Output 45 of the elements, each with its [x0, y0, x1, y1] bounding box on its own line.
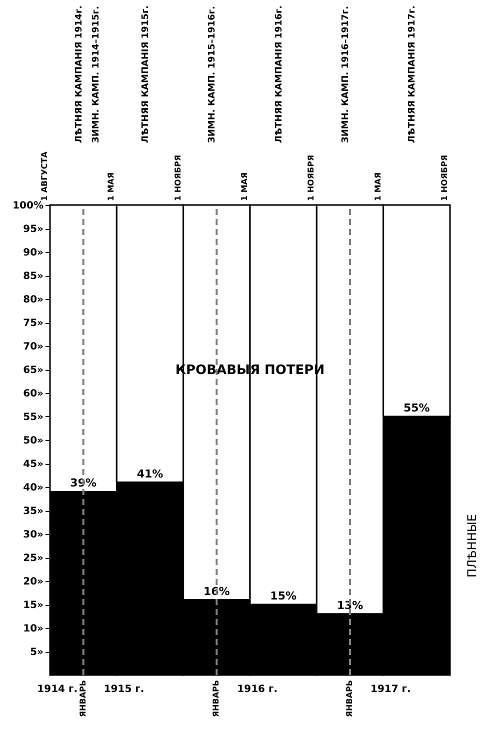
data-label: 41% [136, 467, 164, 480]
text: 1 НОЯБРЯ [306, 154, 316, 201]
y-tick-label: 40» [23, 482, 44, 494]
y-tick-label: 20» [23, 576, 44, 588]
x-tick-label: ЛѢТНЯЯ КАМПАНІЯ 1915г. [141, 5, 151, 143]
y-tick-label: 15» [23, 600, 44, 611]
y-tick-label: 30» [23, 530, 44, 540]
ref-line-label: ЯНВАРЬ [212, 680, 221, 718]
annotation: 1914 г. [37, 684, 78, 695]
y-tick-label: 25» [23, 553, 44, 564]
x-tick-label: ЛѢТНЯЯ КАМПАНІЯ 1916г. [274, 5, 284, 143]
y-tick-label: 60» [23, 388, 44, 400]
text: ПЛѢННЫЕ [465, 514, 479, 578]
y-tick-label: 50» [23, 436, 44, 446]
x-tick-label: ЛѢТНЯЯ КАМПАНІЯ 1917г. [408, 5, 418, 143]
ref-line-label: ЯНВАРЬ [78, 680, 88, 718]
y-tick-label: 45» [23, 459, 44, 470]
data-label: 15% [270, 590, 297, 602]
annotation: 1915 г. [104, 684, 144, 695]
text: 1 НОЯБРЯ [173, 154, 182, 201]
text: 1 МАЯ [240, 172, 249, 201]
y-tick-label: 10» [23, 624, 44, 634]
y-tick-label: 5» [30, 647, 44, 658]
x-tick-label: ЛѢТНЯЯ КАМПАНІЯ 1914г. [74, 5, 84, 143]
text: 1 НОЯБРЯ [440, 154, 449, 201]
text: 1 МАЯ [373, 172, 382, 201]
ref-line-label: ЯНВАРЬ [345, 680, 354, 718]
annotation: 1917 г. [370, 684, 411, 695]
y-tick-label: 75» [23, 318, 44, 329]
y-tick-label: 90» [23, 248, 44, 258]
x-tick-label: ЗИМН. КАМП. 1915–1916г. [208, 6, 218, 143]
y-tick-label: 55» [23, 412, 44, 423]
annotation: 1916 г. [237, 684, 278, 695]
text: 1 АВГУСТА [40, 150, 49, 201]
y-tick-label: 85» [23, 271, 44, 282]
y-tick-label: 70» [23, 342, 44, 352]
y-tick-label: 95» [23, 224, 44, 235]
data-label: 55% [403, 402, 430, 414]
y-tick-label: 100% [12, 200, 44, 212]
text: 1 МАЯ [106, 172, 116, 201]
y-tick-label: 35» [23, 506, 44, 517]
text: ЗИМН. КАМП. 1914–1915г. [91, 6, 102, 143]
x-tick-label: ЗИМН. КАМП. 1916–1917г. [341, 6, 351, 143]
y-tick-label: 80» [23, 294, 44, 306]
y-tick-label: 65» [23, 365, 44, 376]
